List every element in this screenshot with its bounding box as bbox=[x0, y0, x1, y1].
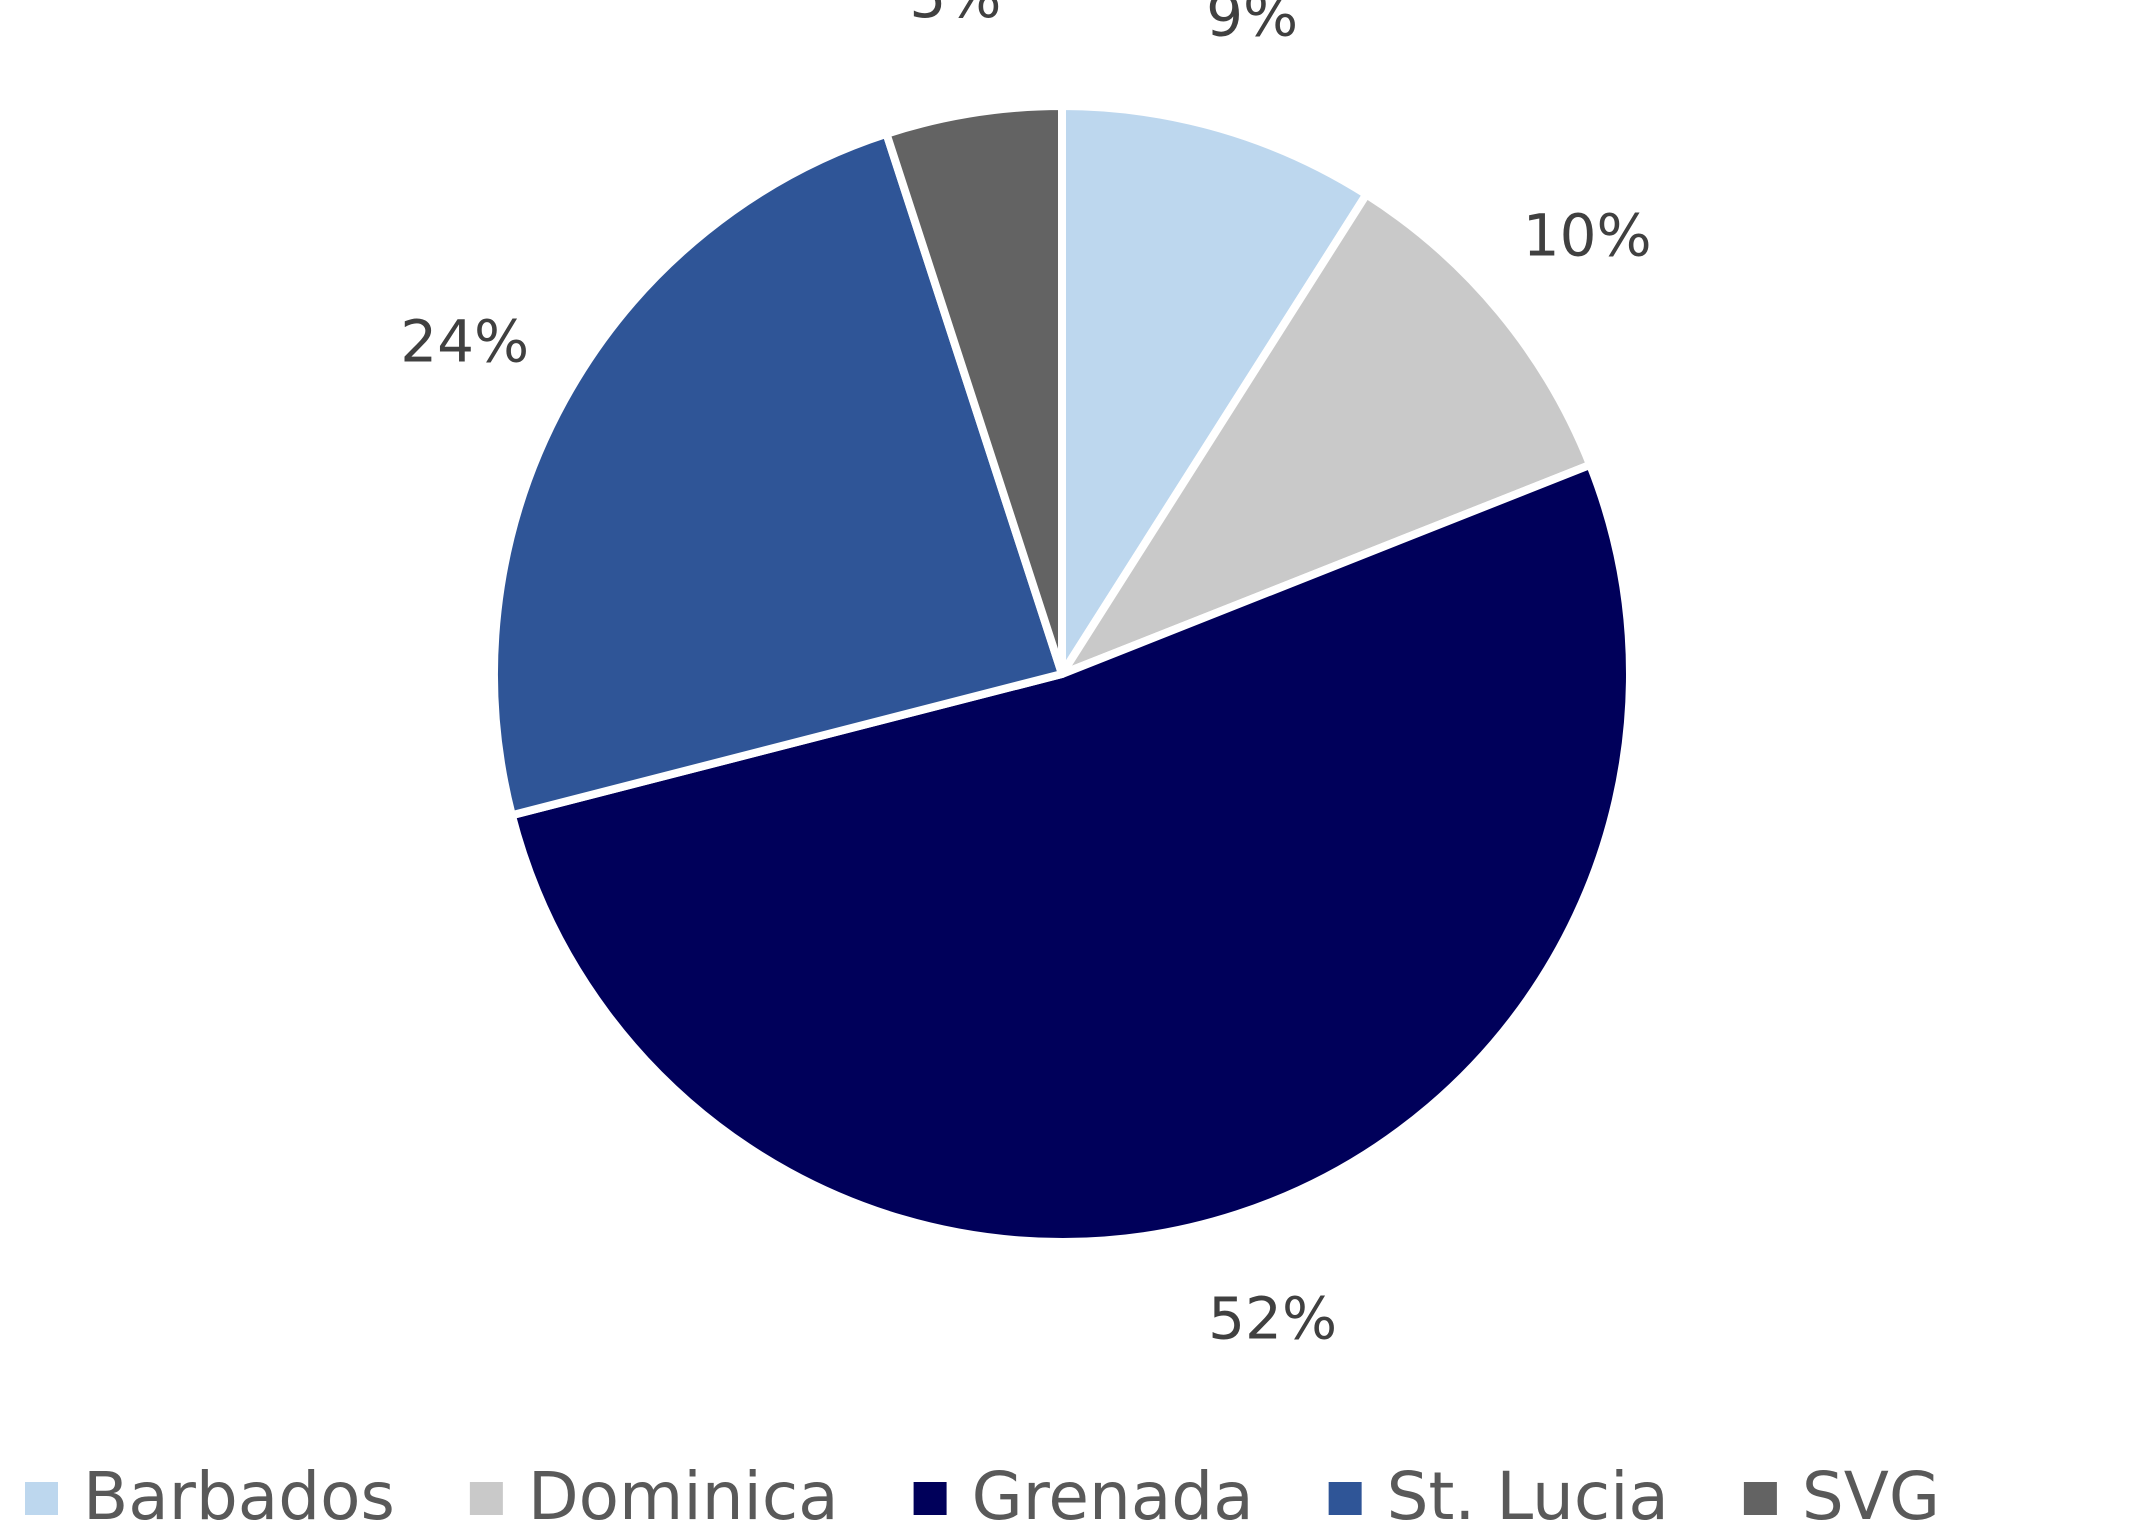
legend-swatch bbox=[469, 1482, 503, 1515]
legend-label: Dominica bbox=[528, 1458, 839, 1535]
legend-label: Barbados bbox=[83, 1458, 395, 1535]
data-label: 5% bbox=[909, 0, 1001, 31]
legend-label: SVG bbox=[1802, 1458, 1940, 1535]
legend-swatch bbox=[1743, 1482, 1777, 1515]
data-label: 10% bbox=[1523, 202, 1652, 270]
data-label: 24% bbox=[400, 308, 529, 376]
data-label: 9% bbox=[1206, 0, 1298, 50]
legend-swatch bbox=[913, 1482, 947, 1515]
pie-slice bbox=[1058, 102, 1371, 678]
pie-slice bbox=[1058, 190, 1595, 678]
pie-slice bbox=[507, 460, 1634, 1247]
legend-label: St. Lucia bbox=[1387, 1458, 1669, 1535]
pie-slice bbox=[490, 129, 1066, 820]
legend-swatch bbox=[1328, 1482, 1362, 1515]
legend-swatch bbox=[25, 1482, 58, 1515]
pie-slice bbox=[882, 102, 1066, 678]
legend-label: Grenada bbox=[972, 1458, 1254, 1535]
data-label: 52% bbox=[1208, 1284, 1337, 1352]
